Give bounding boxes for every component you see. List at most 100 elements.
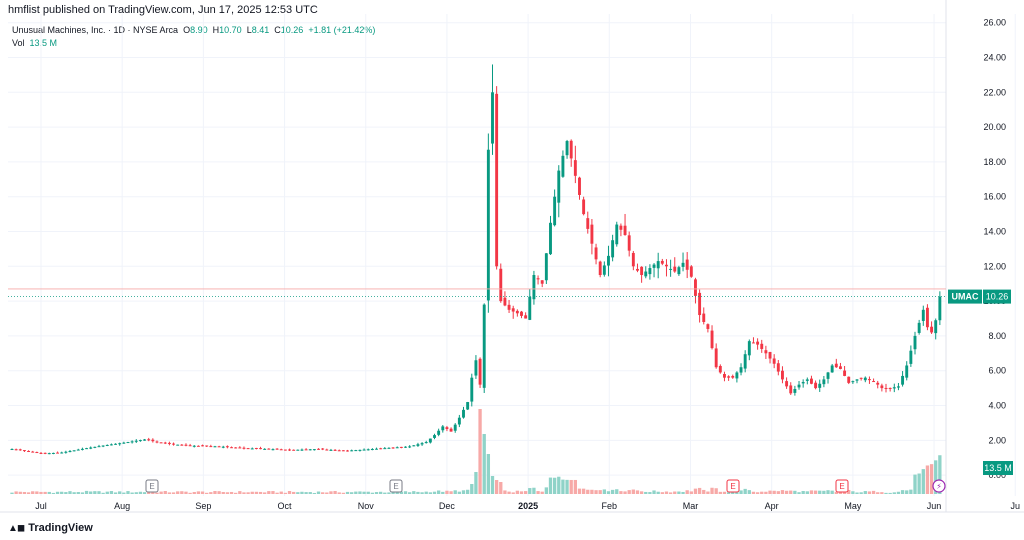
volume-bar [341,492,346,494]
time-tick-label: Apr [765,501,779,511]
volume-bar [457,491,462,494]
candle-body [776,363,780,372]
candle-body [213,446,217,448]
price-tick-label: 6.00 [988,366,1006,376]
volume-bar [171,492,176,494]
volume-bar [80,492,85,494]
candle-body [234,447,238,449]
tradingview-logo[interactable]: ▲◼ TradingView [8,522,93,534]
volume-bar [880,492,884,494]
volume-bar [138,491,143,494]
candle-body [159,442,163,444]
volume-bar [482,434,486,494]
volume-bar [755,492,760,494]
volume-bar [598,490,602,494]
candle-body [250,448,254,450]
candle-body [689,266,693,277]
candle-body [321,448,325,450]
volume-bar [383,492,387,494]
candle-body [665,264,668,267]
volume-bar [714,488,718,494]
candle-body [72,450,76,452]
volume-bar [229,491,234,494]
time-axis: Jul Aug Sep Oct Nov Dec 2025 Feb Mar Apr May Jun Ju [0,501,1024,513]
volume-bar [403,491,408,494]
volume-bar [706,491,710,494]
candle-body [838,366,842,369]
candle-body [163,442,167,444]
volume-bar [515,490,520,494]
candle-body [640,266,644,276]
symbol-description[interactable]: Unusual Machines, Inc. · 1D · NYSE Arca [12,25,179,35]
candle-body [80,448,84,450]
candle-body [739,367,743,373]
volume-bar [710,487,714,494]
candle-body [706,324,710,329]
candle-body [851,381,855,383]
volume-bar [523,491,528,494]
volume-bar [486,454,491,494]
volume-bar [540,491,544,494]
candle-body [747,341,751,356]
close-value: 10.26 [280,25,304,35]
volume-bar [681,491,685,494]
candle-body [482,304,486,388]
volume-bar [238,491,242,494]
volume-bar [896,491,901,494]
volume-bar [242,492,246,494]
price-tick-label: 24.00 [983,53,1006,63]
earnings-markers: E E E E ⚡ [145,479,946,493]
volume-tag [983,461,1013,475]
volume-bar [55,491,60,494]
candle-body [205,445,209,447]
candle-body [499,268,503,302]
volume-bar [267,491,271,494]
volume-bar [544,487,549,494]
candle-body [660,260,664,264]
high-label: H [212,25,220,35]
candle-body [292,449,296,451]
volume-bar [577,488,582,494]
candle-body [735,372,739,379]
volume-bar [610,489,615,494]
candle-body [122,442,126,444]
volume-bar [221,491,225,494]
volume-bar [130,492,134,494]
candle-body [134,440,138,442]
candle-body [416,444,420,446]
volume-bar [374,492,379,494]
volume-bar [900,490,905,494]
candle-body [308,449,312,451]
volume-bar [68,491,72,494]
candle-body [723,373,726,378]
volume-bar [412,491,416,494]
volume-bar [548,477,553,494]
candle-body [809,378,813,384]
time-tick-label: Aug [114,501,130,511]
volume-bar [871,490,876,494]
volume-bar [188,492,192,494]
volume-bar [424,491,428,494]
candle-body [698,292,702,316]
volume-bar [200,491,205,494]
candle-body [433,435,436,438]
earnings-marker [389,479,403,493]
candle-body [478,358,482,385]
candle-body [317,448,320,450]
candle-body [341,450,345,452]
volume-bar [784,490,789,494]
volume-bar [10,492,14,494]
volume-bar [22,491,27,494]
candle-body [420,443,424,445]
candle-body [275,448,279,450]
candle-body [549,222,552,255]
price-tick-label: 16.00 [983,192,1006,202]
volume-bar [354,491,358,494]
candle-body [167,442,171,444]
candle-body [428,438,432,443]
candle-body [880,385,884,389]
candle-body [259,448,262,450]
volume-bar [606,491,611,494]
candle-body [714,348,718,368]
